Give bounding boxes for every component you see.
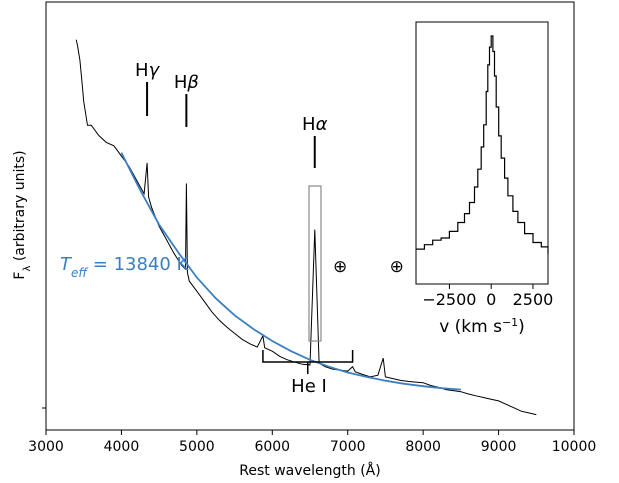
x-tick-label: 5000 <box>179 439 215 455</box>
telluric-icon: ⊕ <box>333 257 347 277</box>
inset-x-axis-label: v (km s−1) <box>439 316 525 338</box>
x-tick-label: 10000 <box>552 439 597 455</box>
teff-T: T <box>60 254 73 275</box>
balmer-greek: α <box>316 114 328 135</box>
x-tick-label: 4000 <box>104 439 140 455</box>
main-y-axis-label: Fλ (arbitrary units) <box>12 150 33 279</box>
balmer-label: Hβ <box>174 72 199 93</box>
balmer-prefix: H <box>135 60 149 81</box>
series-line-1 <box>120 152 461 391</box>
balmer-label: Hα <box>302 114 328 135</box>
inset-series-group <box>416 35 549 254</box>
inset-x-ticks: −2500 0 2500 <box>422 284 553 309</box>
inset-xlabel-end: ) <box>518 317 525 337</box>
x-tick-label: 7000 <box>330 439 366 455</box>
teff-annotation: Teff = 13840 K <box>60 254 190 280</box>
balmer-greek: γ <box>149 60 161 81</box>
inset-plot-frame <box>415 21 549 285</box>
balmer-greek: β <box>186 72 199 93</box>
main-plot-frame <box>45 1 575 431</box>
x-tick-label: 8000 <box>405 439 441 455</box>
telluric-icon: ⊕ <box>390 257 404 277</box>
main-x-ticks: 3000 4000 5000 6000 7000 8000 9000 10000 <box>28 430 596 455</box>
main-x-axis-label: Rest wavelength (Å) <box>239 462 380 479</box>
teff-value: = 13840 K <box>87 254 190 275</box>
inset-x-tick-label: 2500 <box>513 290 554 309</box>
balmer-prefix: H <box>302 114 316 135</box>
ylabel-sub: λ <box>22 266 33 272</box>
x-tick-label: 9000 <box>481 439 517 455</box>
he-bracket-line <box>262 350 354 363</box>
x-tick-label: 3000 <box>28 439 64 455</box>
main-series-group <box>75 39 537 416</box>
h-alpha-box <box>308 185 322 342</box>
inset-series-line-0 <box>416 35 549 254</box>
balmer-prefix: H <box>174 72 188 93</box>
balmer-label: Hγ <box>135 60 161 81</box>
telluric-markers: ⊕ ⊕ <box>333 257 404 277</box>
inset-xlabel-sup: −1 <box>502 316 518 329</box>
inset-x-tick-label: 0 <box>486 290 496 309</box>
x-tick-label: 6000 <box>254 439 290 455</box>
he-i-bracket <box>262 350 354 374</box>
ylabel-rest: (arbitrary units) <box>12 150 28 265</box>
inset-xlabel-main: v (km s <box>439 317 502 337</box>
ylabel-main: F <box>12 272 28 280</box>
teff-sub: eff <box>71 266 88 280</box>
he-i-label: He I <box>291 376 327 397</box>
inset-x-tick-label: −2500 <box>422 290 476 309</box>
